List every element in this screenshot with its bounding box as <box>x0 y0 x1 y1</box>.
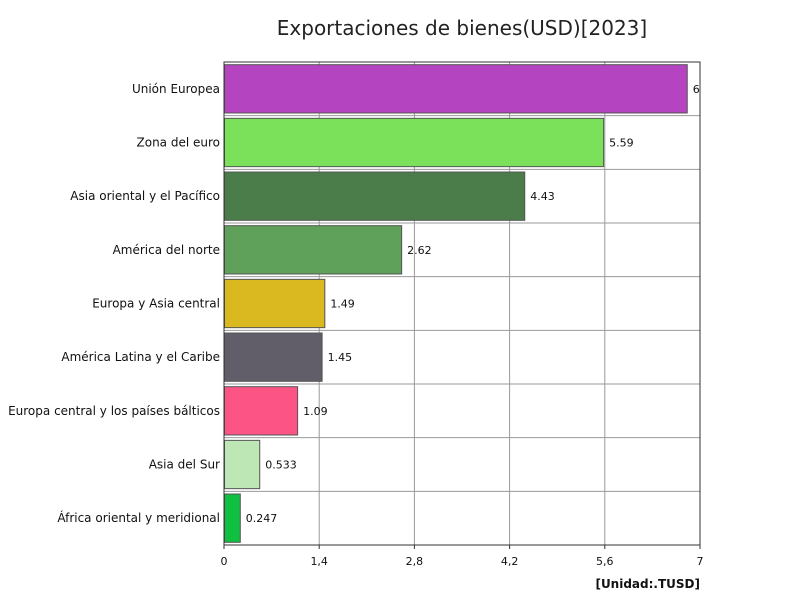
unit-label: [Unidad:.TUSD] <box>595 577 700 591</box>
data-label: 4.43 <box>530 190 555 203</box>
chart-title: Exportaciones de bienes(USD)[2023] <box>277 16 647 40</box>
bar <box>224 439 261 490</box>
tick-label: 5,6 <box>596 555 614 568</box>
data-label: 2.62 <box>407 244 432 257</box>
plot-frame <box>223 61 701 546</box>
data-label: 5.59 <box>609 137 634 150</box>
category-label: Europa central y los países bálticos <box>8 404 220 418</box>
data-label: 0.247 <box>246 512 278 525</box>
data-labels: 6 5.59 4.43 2.62 1.49 1.45 1.09 0.533 0.247 <box>246 83 700 525</box>
bar <box>224 332 323 382</box>
data-label: 0.533 <box>265 459 297 472</box>
bar <box>224 386 299 436</box>
category-labels: Unión Europea Zona del euro Asia oriental … <box>8 82 220 525</box>
category-label: América del norte <box>113 243 220 257</box>
tick-label: 7 <box>697 555 704 568</box>
data-label: 1.45 <box>328 351 353 364</box>
tick-label: 1,4 <box>310 555 328 568</box>
bars <box>224 64 688 543</box>
data-label: 6 <box>693 83 700 96</box>
bar <box>224 64 688 114</box>
category-label: América Latina y el Caribe <box>61 350 220 364</box>
bar <box>224 225 403 275</box>
bar <box>224 493 241 543</box>
tick-label: 4,2 <box>501 555 519 568</box>
bar <box>224 278 326 329</box>
category-label: Asia del Sur <box>149 458 220 472</box>
category-label: Unión Europea <box>132 82 220 96</box>
x-axis-ticks: 0 1,4 2,8 4,2 5,6 7 <box>221 545 704 568</box>
category-label: Asia oriental y el Pacífico <box>70 189 220 203</box>
bar <box>224 117 605 168</box>
tick-label: 0 <box>221 555 228 568</box>
tick-label: 2,8 <box>406 555 424 568</box>
category-label: África oriental y meridional <box>57 510 220 525</box>
category-label: Europa y Asia central <box>92 297 220 311</box>
data-label: 1.09 <box>303 405 328 418</box>
data-label: 1.49 <box>330 298 355 311</box>
bar <box>224 171 526 221</box>
category-label: Zona del euro <box>137 136 220 150</box>
